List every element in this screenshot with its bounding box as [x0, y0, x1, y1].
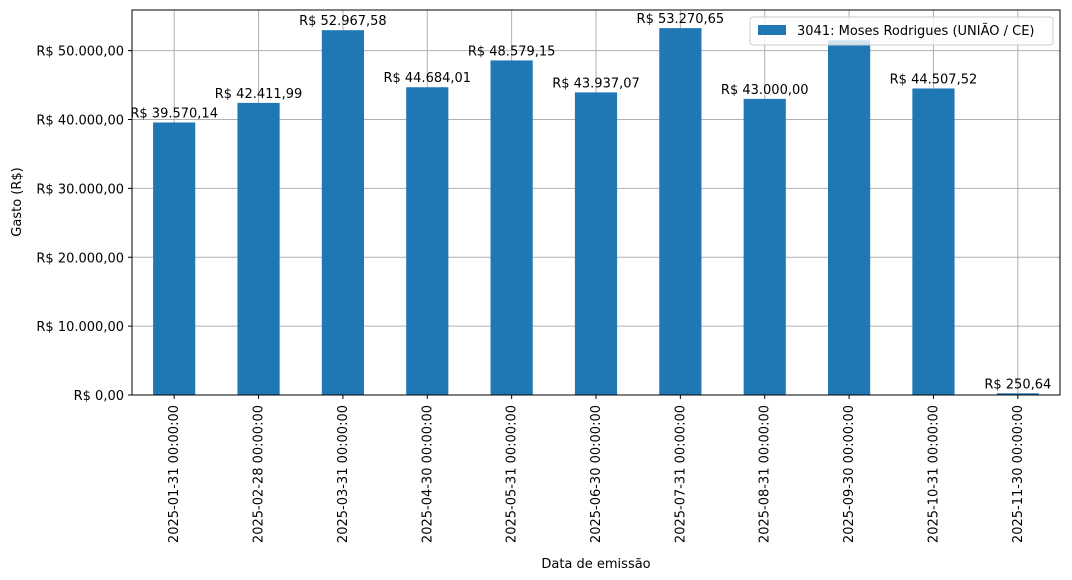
bar	[321, 30, 364, 396]
x-tick-label: 2025-11-30 00:00:00	[1011, 405, 1026, 543]
y-tick-label: R$ 0,00	[74, 389, 124, 404]
bar	[996, 393, 1039, 395]
bar-value-label: R$ 43.000,00	[721, 83, 809, 98]
x-axis-label: Data de emissão	[541, 557, 650, 572]
bar-value-label: R$ 42.411,99	[215, 87, 303, 102]
bar-value-label: R$ 39.570,14	[130, 106, 218, 121]
x-tick-label: 2025-01-31 00:00:00	[167, 405, 182, 543]
bar-value-label: R$ 53.270,65	[637, 12, 725, 27]
bar-value-label: R$ 44.507,52	[890, 72, 978, 87]
bar-value-label: R$ 52.967,58	[299, 14, 387, 29]
y-tick-label: R$ 40.000,00	[36, 114, 124, 129]
x-tick-label: 2025-02-28 00:00:00	[252, 405, 267, 543]
x-tick-label: 2025-03-31 00:00:00	[336, 405, 351, 543]
x-tick-label: 2025-09-30 00:00:00	[842, 405, 857, 543]
x-axis: 2025-01-31 00:00:00 2025-02-28 00:00:00 20…	[167, 395, 1026, 543]
legend-entry-label: 3041: Moses Rodrigues (UNIÃO / CE)	[797, 23, 1035, 39]
bar	[153, 122, 196, 395]
bar	[659, 28, 702, 395]
bar-value-label: R$ 48.579,15	[468, 44, 556, 59]
y-axis: R$ 0,00 R$ 10.000,00 R$ 20.000,00 R$ 30.000…	[36, 45, 132, 404]
x-tick-label: 2025-07-31 00:00:00	[673, 405, 688, 543]
bar	[490, 60, 533, 396]
y-axis-label: Gasto (R$)	[10, 167, 25, 236]
bar-value-label: R$ 44.684,01	[383, 71, 471, 86]
bar	[828, 40, 871, 396]
y-tick-label: R$ 30.000,00	[36, 182, 124, 197]
data-labels: R$ 39.570,14 R$ 42.411,99 R$ 52.967,58 R$ 4…	[130, 12, 1051, 392]
bar	[912, 88, 955, 395]
bar-value-label: R$ 250,64	[984, 377, 1051, 392]
y-tick-label: R$ 20.000,00	[36, 251, 124, 266]
x-tick-label: 2025-05-31 00:00:00	[505, 405, 520, 543]
bar	[237, 102, 280, 395]
bar-value-label: R$ 43.937,07	[552, 76, 640, 91]
y-tick-label: R$ 10.000,00	[36, 320, 124, 335]
x-tick-label: 2025-08-31 00:00:00	[758, 405, 773, 543]
x-tick-label: 2025-10-31 00:00:00	[926, 405, 941, 543]
bar	[406, 87, 449, 396]
bar	[574, 92, 618, 395]
legend: 3041: Moses Rodrigues (UNIÃO / CE)	[749, 16, 1054, 46]
legend-swatch	[758, 25, 786, 35]
legend-frame	[749, 16, 1054, 46]
x-tick-label: 2025-06-30 00:00:00	[589, 405, 604, 543]
y-tick-label: R$ 50.000,00	[36, 45, 124, 60]
bar	[743, 98, 786, 395]
bars	[153, 28, 1039, 396]
x-tick-label: 2025-04-30 00:00:00	[420, 405, 435, 543]
